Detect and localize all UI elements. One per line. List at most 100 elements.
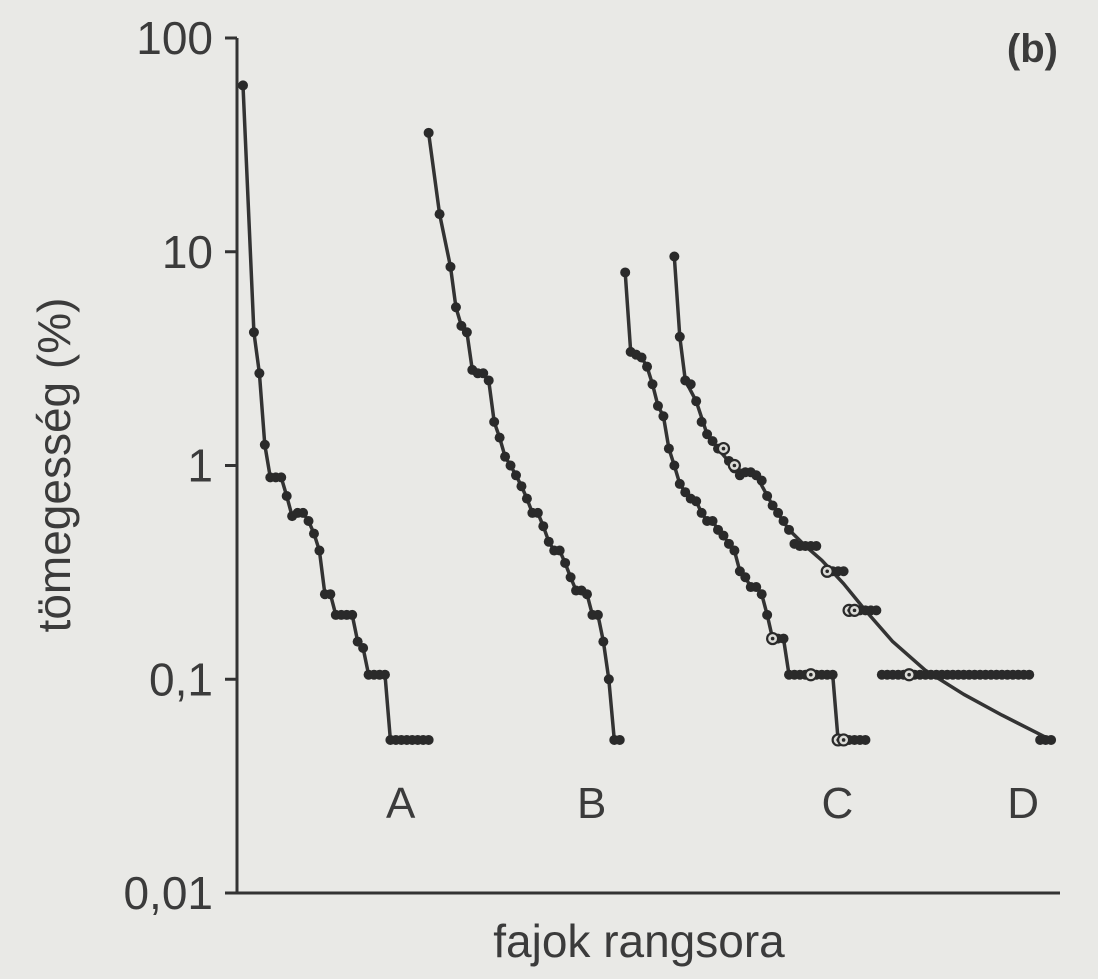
data-point [778, 515, 789, 526]
data-point-open-center [732, 463, 737, 468]
data-point [565, 572, 576, 583]
data-point [696, 507, 707, 518]
data-point [303, 515, 314, 526]
panel-label: (b) [1007, 27, 1058, 71]
data-point [647, 379, 658, 390]
data-point-open-center [852, 608, 857, 613]
data-point [658, 411, 669, 422]
data-point [723, 538, 734, 549]
data-point-open-center [907, 672, 911, 677]
series-label: A [386, 779, 416, 828]
data-point [1024, 669, 1035, 680]
data-point-open-center [841, 738, 846, 742]
data-point [483, 375, 494, 386]
data-point [740, 572, 751, 583]
data-point [298, 507, 309, 518]
data-point-open-center [809, 672, 813, 677]
series-labels: A B C D [386, 779, 1039, 828]
data-point [500, 451, 511, 462]
data-point [511, 470, 521, 481]
y-tick-label: 10 [162, 226, 213, 278]
data-point [729, 545, 740, 556]
data-point [691, 396, 702, 407]
data-point [423, 734, 434, 745]
data-point [505, 460, 516, 471]
y-ticks: 100 10 1 0,1 0,01 [123, 12, 237, 919]
data-point [773, 507, 784, 518]
data-point [702, 429, 713, 440]
data-point [696, 416, 707, 427]
data-point [603, 674, 614, 685]
data-point [663, 443, 674, 454]
data-point [691, 496, 702, 507]
y-axis-title: tömegesség (%) [28, 298, 80, 633]
data-point [238, 80, 248, 91]
axes [235, 38, 1060, 895]
data-point [434, 209, 445, 220]
data-point [707, 515, 718, 526]
data-point [614, 734, 625, 745]
series-line [672, 256, 1052, 742]
data-point [358, 643, 369, 654]
x-axis-title: fajok rangsora [493, 915, 785, 967]
data-point [494, 432, 505, 443]
data-point [461, 327, 472, 338]
data-point [489, 416, 500, 427]
series-line [623, 272, 866, 742]
data-point [478, 368, 489, 379]
data-point [756, 475, 767, 486]
data-point [669, 460, 680, 471]
data-point-open-center [721, 446, 726, 451]
data-point [767, 500, 778, 511]
data-point [450, 302, 461, 313]
data-point [827, 669, 838, 680]
data-point-open-center [825, 569, 830, 574]
plot-area [238, 80, 1057, 747]
data-point [521, 493, 532, 504]
y-tick-label: 100 [136, 12, 213, 64]
data-point [598, 636, 609, 647]
data-point [281, 490, 292, 501]
data-point [674, 478, 685, 489]
data-point [784, 524, 794, 535]
data-point [554, 545, 565, 556]
data-point [811, 541, 822, 552]
data-point [674, 331, 685, 342]
data-point [592, 609, 603, 620]
data-point [762, 609, 773, 620]
data-point [707, 436, 718, 447]
data-point [445, 261, 456, 272]
data-point [778, 633, 789, 644]
data-point [756, 589, 767, 600]
data-point [543, 536, 554, 547]
series-label: C [822, 779, 854, 828]
data-point [259, 439, 270, 450]
data-point [636, 352, 647, 363]
data-point [642, 361, 653, 372]
y-tick-label: 1 [187, 440, 213, 492]
series-C [620, 267, 871, 747]
data-point [538, 521, 549, 532]
data-point [685, 379, 696, 390]
data-point [871, 605, 882, 616]
data-point [276, 472, 287, 483]
data-point [423, 127, 434, 138]
data-point [314, 545, 325, 556]
series-A [238, 80, 434, 745]
series-label: D [1007, 779, 1039, 828]
data-point [652, 400, 663, 411]
data-point [620, 267, 631, 278]
series-line [426, 132, 620, 742]
data-point [308, 528, 319, 539]
data-point [516, 481, 527, 492]
data-point [560, 557, 571, 568]
data-point [379, 669, 390, 680]
data-point [751, 582, 762, 593]
data-point [532, 507, 543, 518]
series-line [241, 85, 429, 742]
data-point [838, 566, 849, 577]
data-point [762, 490, 773, 501]
series-B [423, 127, 625, 745]
series-D [669, 251, 1057, 745]
